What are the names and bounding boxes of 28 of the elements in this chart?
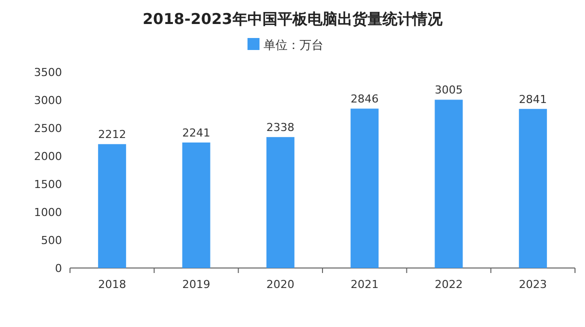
- bar: [182, 142, 210, 268]
- legend-label: 单位：万台: [264, 38, 324, 52]
- y-tick-label: 0: [55, 262, 62, 275]
- bar: [350, 108, 379, 268]
- bar: [434, 100, 463, 268]
- y-tick-label: 1500: [34, 178, 62, 191]
- chart-title: 2018-2023年中国平板电脑出货量统计情况: [142, 10, 444, 28]
- x-tick-label: 2019: [182, 278, 210, 291]
- x-tick-label: 2022: [434, 278, 463, 291]
- bar: [266, 137, 294, 268]
- data-label: 2338: [266, 121, 294, 134]
- data-label: 2846: [350, 92, 379, 106]
- bar: [518, 108, 547, 268]
- y-tick-label: 3000: [34, 94, 62, 107]
- y-tick-label: 2000: [34, 150, 62, 163]
- data-label: 2212: [98, 128, 126, 142]
- x-tick-label: 2023: [518, 278, 547, 291]
- x-tick-label: 2020: [266, 278, 294, 291]
- data-label: 2241: [182, 126, 210, 140]
- data-label: 2841: [518, 92, 547, 106]
- x-tick-label: 2018: [98, 278, 126, 291]
- bar: [98, 144, 126, 268]
- y-tick-label: 500: [41, 234, 62, 247]
- y-tick-label: 1000: [34, 206, 62, 219]
- x-tick-label: 2021: [350, 278, 379, 291]
- y-tick-label: 2500: [34, 122, 62, 135]
- data-label: 3005: [434, 84, 463, 97]
- y-tick-label: 3500: [34, 66, 62, 79]
